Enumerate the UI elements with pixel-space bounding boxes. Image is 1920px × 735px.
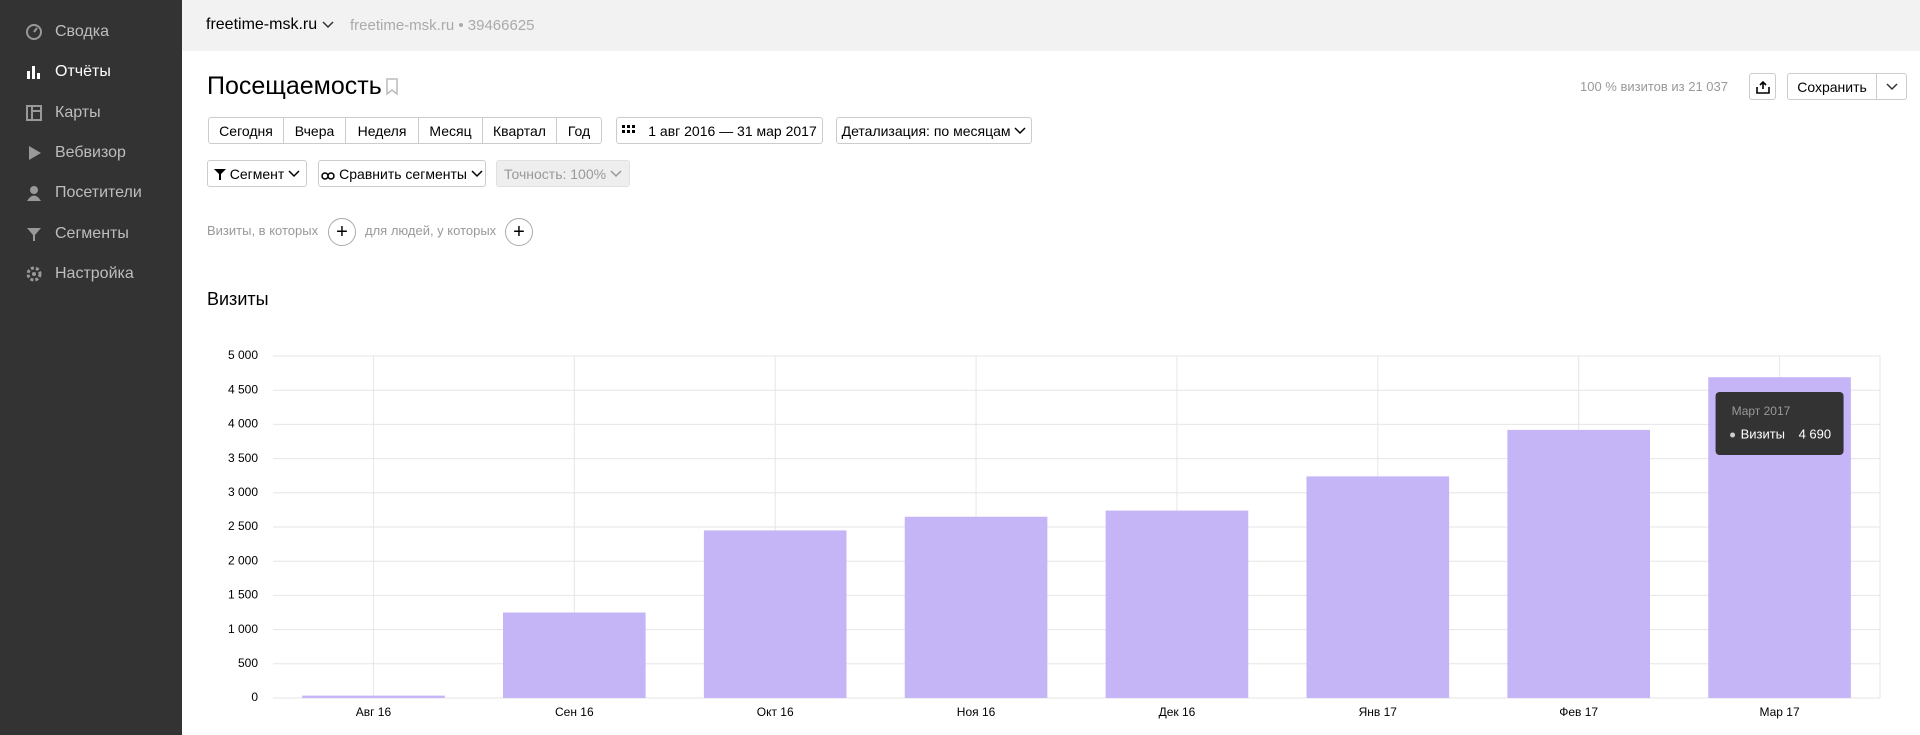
icon <box>1755 80 1770 94</box>
nav-item[interactable]: Отчёты <box>0 54 182 90</box>
sidebar: Сводка Отчёты Карты Вебвизор Посетители … <box>0 0 182 735</box>
icon <box>27 66 40 79</box>
nav-item[interactable]: Посетители <box>0 175 182 211</box>
icon <box>213 168 226 180</box>
bookmark-icon[interactable] <box>385 78 399 96</box>
accuracy-label: Точность: 100% <box>504 165 607 182</box>
save-button[interactable]: Сохранить <box>1787 73 1877 100</box>
tooltip-title: Март 2017 <box>1732 404 1791 418</box>
y-tick-label: 2 500 <box>228 519 258 533</box>
value-label: 4 690 <box>1799 426 1832 441</box>
x-tick-label: Янв 17 <box>1359 705 1398 719</box>
y-tick-label: 3 500 <box>228 451 258 465</box>
summary: 100 % визитов из 21 037 <box>1579 79 1728 94</box>
tooltip: Март 2017 Визиты 4 690 <box>1715 392 1844 455</box>
period-button[interactable]: Месяц <box>418 117 483 144</box>
detail-label: Детализация: по месяцам <box>841 122 1011 139</box>
site-name: freetime-msk.ru <box>206 16 318 33</box>
nav-item[interactable]: Карты <box>0 95 182 131</box>
y-tick-label: 5 000 <box>228 348 258 362</box>
add-filter-button[interactable]: + <box>328 218 356 246</box>
date-range-button[interactable]: 1 авг 2016 — 31 мар 2017 <box>616 117 823 144</box>
nav-label: Карты <box>55 104 101 121</box>
chevron <box>471 169 483 177</box>
nav-item[interactable]: Сегменты <box>0 216 182 252</box>
chevron <box>1885 82 1898 90</box>
counter-info: freetime-msk.ru • 39466625 <box>350 17 535 34</box>
icon <box>27 228 41 241</box>
y-tick-label: 1 500 <box>228 588 258 602</box>
nav-label: Посетители <box>55 184 142 201</box>
compare-button[interactable]: Сравнить сегменты <box>318 160 486 187</box>
x-tick-label: Мар 17 <box>1759 705 1799 719</box>
top-bar: freetime-msk.ru freetime-msk.ru • 394666… <box>182 0 1920 51</box>
y-tick-label: 3 000 <box>228 485 258 499</box>
accuracy-button[interactable]: Точность: 100% <box>496 160 630 187</box>
y-tick-label: 500 <box>238 656 258 670</box>
period-button[interactable]: Неделя <box>345 117 419 144</box>
bar <box>1105 510 1249 698</box>
tooltip-series: Визиты <box>1741 426 1785 441</box>
icon <box>26 266 42 282</box>
y-tick-label: 2 000 <box>228 553 258 567</box>
y-tick-label: 0 <box>251 690 258 704</box>
nav-label: Настройка <box>55 265 134 282</box>
nav-label: Вебвизор <box>55 144 126 161</box>
nav-item[interactable]: Сводка <box>0 14 182 50</box>
period-button[interactable]: Сегодня <box>208 117 284 144</box>
period-button[interactable]: Год <box>556 117 602 144</box>
nav-item[interactable]: Вебвизор <box>0 135 182 171</box>
chevron <box>288 169 300 177</box>
icon <box>321 171 335 180</box>
x-tick-label: Ноя 16 <box>957 705 996 719</box>
legend-dot <box>1730 432 1736 438</box>
page-title: Посещаемость <box>207 72 382 100</box>
nav-label: Сегменты <box>55 225 129 242</box>
nav-item[interactable]: Настройка <box>0 256 182 292</box>
bar <box>904 516 1048 698</box>
save-menu-button[interactable] <box>1876 73 1907 100</box>
segment-button[interactable]: Сегмент <box>207 160 307 187</box>
filter-label: Визиты, в которых <box>207 223 319 238</box>
icon <box>27 186 41 201</box>
chevron <box>1014 126 1026 134</box>
add-filter-button[interactable]: + <box>505 218 533 246</box>
tooltip-box <box>1715 392 1844 455</box>
x-tick-label: Сен 16 <box>555 705 594 719</box>
bar <box>1507 429 1650 698</box>
export-button[interactable] <box>1749 73 1776 100</box>
compare-label: Сравнить сегменты <box>339 165 467 182</box>
filter-label: для людей, у которых <box>365 223 497 238</box>
period-button[interactable]: Квартал <box>482 117 557 144</box>
icon <box>26 24 42 40</box>
bar <box>302 695 445 698</box>
x-tick-label: Дек 16 <box>1159 705 1196 719</box>
bar <box>503 612 646 698</box>
nav-label: Отчёты <box>55 63 111 80</box>
chart-title: Визиты <box>207 289 269 309</box>
y-tick-label: 4 000 <box>228 417 258 431</box>
bar <box>1306 476 1450 698</box>
detail-button[interactable]: Детализация: по месяцам <box>836 117 1032 144</box>
site-selector[interactable]: freetime-msk.ru <box>206 16 334 34</box>
chevron <box>610 169 622 177</box>
x-tick-label: Авг 16 <box>356 705 392 719</box>
segment-label: Сегмент <box>229 165 285 182</box>
icon <box>29 146 41 160</box>
bar <box>703 530 847 698</box>
nav-label: Сводка <box>55 23 110 40</box>
y-tick-label: 4 500 <box>228 382 258 396</box>
y-tick-label: 1 000 <box>228 622 258 636</box>
chevron <box>322 21 334 29</box>
x-tick-label: Фев 17 <box>1559 705 1598 719</box>
icon <box>26 105 42 121</box>
date-range: 1 авг 2016 — 31 мар 2017 <box>648 122 817 139</box>
x-tick-label: Окт 16 <box>757 705 794 719</box>
calendar-icon <box>622 124 636 133</box>
